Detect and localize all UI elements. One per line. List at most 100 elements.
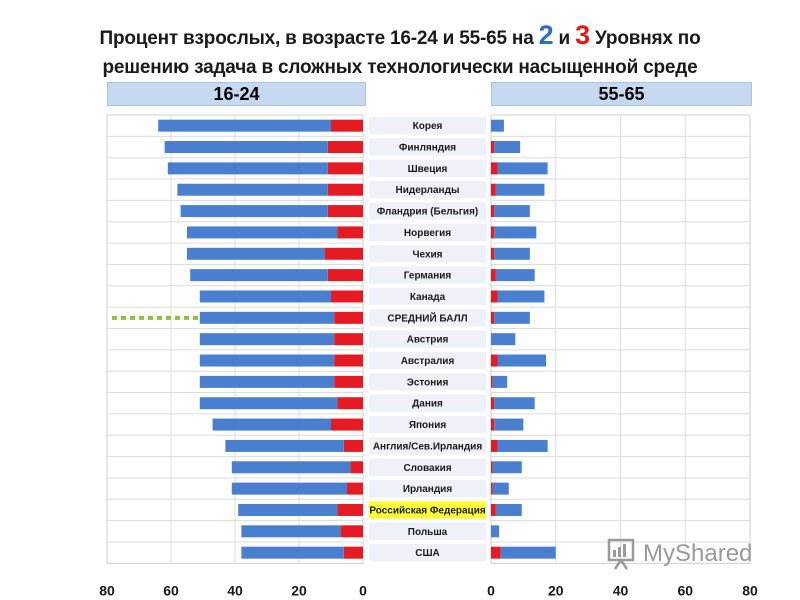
bar-level-2-55-65: [491, 119, 504, 132]
bar-level-3-55-65: [491, 439, 498, 452]
bar-level-2-55-65: [494, 205, 530, 218]
x-tick-label: 60: [163, 582, 179, 598]
bar-level-2-16-24: [212, 418, 331, 431]
bar-level-3-16-24: [340, 525, 363, 538]
x-tick-label: 60: [677, 582, 693, 598]
bar-level-2-16-24: [187, 226, 338, 239]
bar-level-2-55-65: [497, 354, 547, 367]
bar-level-2-16-24: [164, 141, 328, 154]
category-box: [369, 245, 486, 263]
category-label: Корея: [413, 121, 443, 132]
bar-level-3-55-65: [491, 141, 495, 154]
bar-level-2-55-65: [494, 226, 537, 239]
bar-level-3-16-24: [337, 397, 363, 410]
bar-level-2-16-24: [190, 269, 328, 282]
bar-level-2-55-65: [492, 375, 508, 388]
category-label: Швеция: [408, 164, 448, 175]
category-label: Германия: [404, 271, 452, 282]
category-box: [369, 437, 486, 455]
category-box: [369, 394, 486, 412]
bar-level-2-16-24: [199, 354, 335, 367]
bar-level-3-55-65: [491, 503, 496, 516]
x-tick-label: 20: [291, 582, 307, 598]
x-tick-label: 40: [613, 582, 629, 598]
category-label: Япония: [409, 420, 447, 431]
bar-level-3-55-65: [491, 461, 493, 474]
bar-level-3-16-24: [334, 375, 363, 388]
bar-level-2-55-65: [497, 290, 545, 303]
bar-level-3-16-24: [331, 290, 363, 303]
category-box: [369, 330, 486, 348]
bar-level-2-55-65: [494, 311, 530, 324]
myshared-watermark: MyShared: [605, 536, 775, 576]
level-2-number: 2: [538, 20, 554, 50]
category-label: США: [415, 548, 440, 559]
category-box: [369, 373, 486, 391]
category-label: Норвегия: [404, 228, 451, 239]
bar-level-3-16-24: [327, 269, 363, 282]
bar-level-2-55-65: [492, 482, 509, 495]
bar-level-2-55-65: [491, 525, 500, 538]
category-box: [369, 223, 486, 242]
bar-level-2-16-24: [187, 247, 325, 260]
bar-level-3-16-24: [343, 546, 363, 559]
bar-level-3-55-65: [491, 311, 495, 324]
bar-level-3-16-24: [324, 247, 363, 260]
bar-level-3-55-65: [491, 247, 495, 260]
title-text-part-1: Процент взрослых, в возрасте 16-24 и 55-…: [99, 28, 539, 49]
bar-level-2-16-24: [231, 461, 351, 474]
bar-level-2-55-65: [500, 546, 556, 559]
x-tick-label: 40: [227, 582, 243, 598]
bar-level-3-16-24: [327, 162, 363, 175]
bar-level-2-55-65: [492, 461, 522, 474]
bar-level-2-55-65: [491, 333, 516, 346]
bar-level-2-16-24: [199, 375, 335, 388]
bar-level-2-55-65: [494, 418, 524, 431]
category-box: [369, 266, 486, 284]
bar-level-2-16-24: [180, 205, 328, 218]
category-box: [369, 415, 486, 434]
bar-level-3-16-24: [327, 183, 363, 196]
bar-level-2-16-24: [241, 546, 344, 559]
bar-level-2-55-65: [497, 162, 548, 175]
bar-level-3-16-24: [331, 418, 363, 431]
bar-level-3-16-24: [347, 482, 363, 495]
bar-level-3-16-24: [327, 205, 363, 218]
category-label: Австрия: [407, 335, 449, 346]
bar-level-3-55-65: [491, 397, 495, 410]
category-box: [369, 287, 486, 306]
bar-level-3-16-24: [337, 503, 363, 516]
category-box: [369, 458, 486, 476]
category-label: Словакия: [403, 463, 451, 474]
bar-level-3-55-65: [491, 354, 498, 367]
bar-level-3-55-65: [491, 482, 493, 495]
category-label: Канада: [410, 292, 446, 303]
bar-level-2-16-24: [199, 311, 335, 324]
x-tick-label: 0: [359, 582, 367, 598]
chart-title-line-2: решению задача в сложных технологически …: [102, 57, 698, 78]
bar-level-3-16-24: [337, 226, 363, 239]
category-label: Российская Федерация: [369, 505, 486, 516]
bar-level-2-55-65: [495, 269, 535, 282]
bar-level-2-16-24: [167, 162, 328, 175]
x-tick-label: 80: [99, 582, 115, 598]
bar-level-2-16-24: [177, 183, 328, 196]
category-box: [369, 309, 486, 327]
category-label: Дания: [412, 399, 443, 410]
bar-level-2-55-65: [497, 439, 548, 452]
category-label: Эстония: [407, 377, 449, 388]
category-label: Фландрия (Бельгия): [377, 207, 479, 218]
category-box: [369, 117, 486, 135]
bar-level-2-16-24: [158, 119, 331, 132]
bar-level-3-55-65: [491, 290, 498, 303]
bar-level-2-16-24: [241, 525, 341, 538]
category-label: СРЕДНИЙ БАЛЛ: [387, 311, 467, 324]
bar-level-3-55-65: [491, 269, 496, 282]
title-text-and: и: [553, 28, 576, 49]
category-box: [369, 522, 486, 540]
category-label: Австралия: [401, 356, 455, 367]
category-box: [369, 138, 486, 156]
bar-level-3-55-65: [491, 162, 498, 175]
bar-level-2-16-24: [238, 503, 338, 516]
